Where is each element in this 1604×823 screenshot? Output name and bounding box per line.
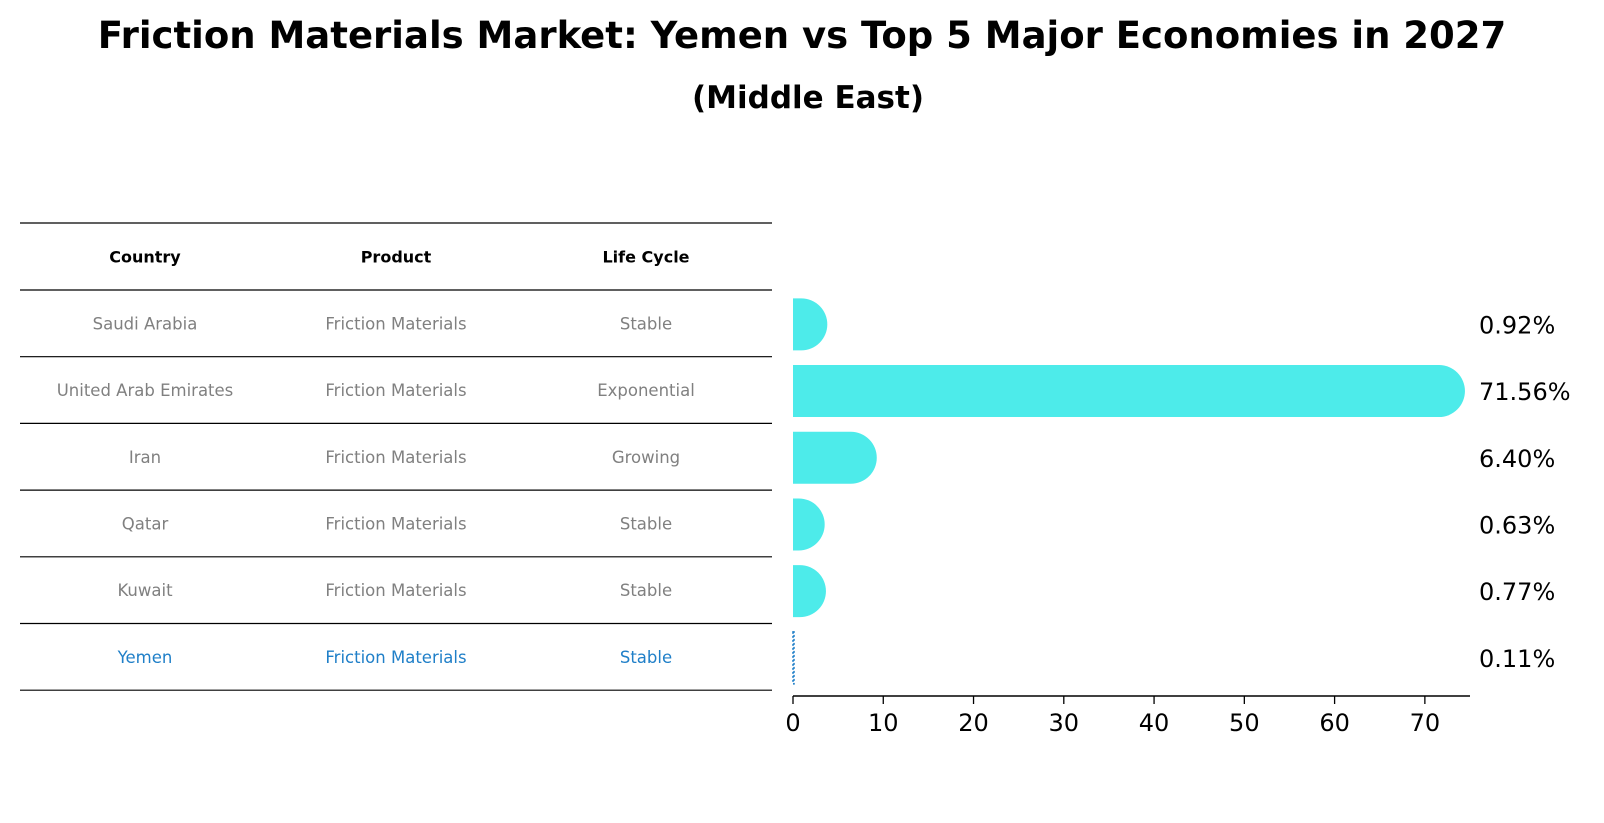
table-cell: Friction Materials — [325, 514, 466, 533]
table-cell: Yemen — [117, 648, 173, 667]
value-label: 0.63% — [1479, 511, 1555, 539]
table-cell: Friction Materials — [325, 448, 466, 467]
table-header-product: Product — [361, 248, 432, 267]
table-cell: Kuwait — [117, 581, 173, 600]
value-label: 71.56% — [1479, 378, 1571, 406]
table-cell: United Arab Emirates — [57, 381, 234, 400]
x-tick-label: 40 — [1139, 709, 1170, 737]
x-tick-label: 60 — [1319, 709, 1350, 737]
bar-iran — [793, 431, 877, 484]
bar-yemen — [792, 631, 795, 685]
table-cell: Stable — [620, 581, 672, 600]
table-cell: Friction Materials — [325, 581, 466, 600]
bar-kuwait — [793, 565, 826, 618]
bar-qatar — [793, 498, 825, 551]
bar-saudi-arabia — [793, 298, 828, 351]
value-label: 0.11% — [1479, 645, 1555, 673]
table-cell: Friction Materials — [325, 381, 466, 400]
value-label: 0.92% — [1479, 311, 1555, 339]
value-label: 6.40% — [1479, 445, 1555, 473]
table-header-country: Country — [109, 248, 181, 267]
x-tick-label: 30 — [1049, 709, 1080, 737]
x-tick-label: 0 — [785, 709, 800, 737]
table-header-life-cycle: Life Cycle — [602, 248, 689, 267]
x-tick-label: 50 — [1229, 709, 1260, 737]
bar-united-arab-emirates — [793, 365, 1465, 418]
chart-title: Friction Materials Market: Yemen vs Top … — [97, 14, 1507, 57]
table-cell: Iran — [129, 448, 161, 467]
chart-subtitle: (Middle East) — [691, 80, 924, 116]
table-cell: Friction Materials — [325, 314, 466, 333]
value-label: 0.77% — [1479, 578, 1555, 606]
table-cell: Stable — [620, 314, 672, 333]
table-cell: Friction Materials — [325, 648, 466, 667]
table-cell: Growing — [612, 448, 680, 467]
table-cell: Stable — [620, 514, 672, 533]
table-cell: Saudi Arabia — [93, 314, 198, 333]
x-tick-label: 10 — [868, 709, 899, 737]
x-tick-label: 70 — [1410, 709, 1441, 737]
x-tick-label: 20 — [958, 709, 989, 737]
table-cell: Stable — [620, 648, 672, 667]
table-cell: Exponential — [597, 381, 695, 400]
table-cell: Qatar — [122, 514, 169, 533]
